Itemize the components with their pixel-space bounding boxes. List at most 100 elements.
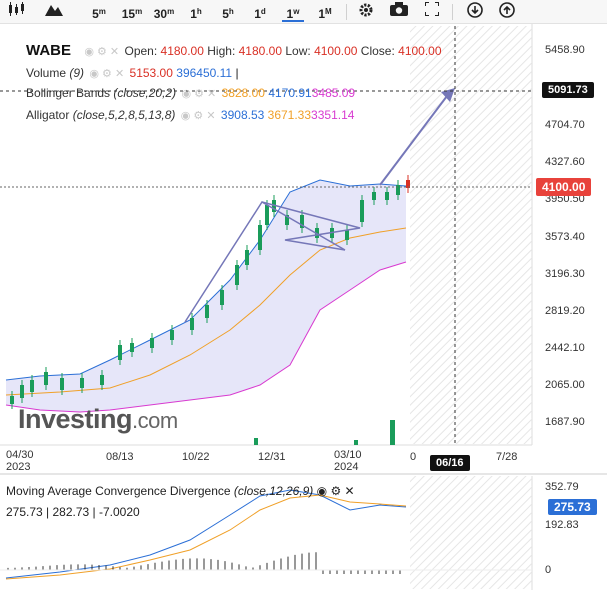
- camera-icon[interactable]: [388, 2, 410, 22]
- eye-icon[interactable]: ◉ ⚙ ✕: [316, 484, 355, 498]
- pattern-line: [261, 201, 361, 251]
- price-tick: 2065.00: [545, 379, 585, 391]
- date-tick: 0: [410, 451, 417, 463]
- candle-body: [190, 318, 194, 330]
- price-tick: 1687.90: [545, 416, 585, 428]
- candle-body: [345, 230, 349, 240]
- future-hatch-area: [410, 26, 532, 444]
- candle-body: [406, 180, 410, 188]
- price-tick: 3196.30: [545, 268, 585, 280]
- alligator-legend: Alligator (close,5,2,8,5,13,8) ◉ ⚙ ✕ 390…: [26, 108, 355, 122]
- bollinger-fill: [6, 180, 406, 412]
- macd-tick: 192.83: [545, 519, 579, 531]
- candle-body: [130, 343, 134, 352]
- volume-ma-value: 396450.11: [176, 66, 233, 80]
- eye-icon[interactable]: ◉ ⚙ ✕: [89, 68, 125, 80]
- interval-1d[interactable]: 1d: [254, 7, 266, 21]
- bollinger-legend: Bollinger Bands (close,20,2) ◉ ⚙ ✕ 3828.…: [26, 86, 356, 100]
- interval-1h[interactable]: 1h: [190, 7, 202, 21]
- candle-body: [372, 192, 376, 200]
- gear-icon[interactable]: [356, 2, 376, 22]
- candle-body: [272, 200, 276, 212]
- candle-body: [396, 185, 400, 195]
- candle-body: [385, 192, 389, 200]
- volume-bar: [254, 438, 258, 445]
- volume-value: 5153.00: [129, 66, 173, 80]
- interval-1M[interactable]: 1M: [318, 7, 332, 21]
- date-tick: 04/30 2023: [6, 449, 34, 473]
- candle-body: [170, 330, 174, 340]
- date-tick: 7/28: [496, 451, 518, 463]
- price-tick: 2819.20: [545, 305, 585, 317]
- open-value: 4180.00: [160, 44, 204, 58]
- bollinger-lower-line: [5, 261, 407, 413]
- future-hatch-area-macd: [410, 476, 532, 589]
- date-tick: 12/31: [258, 451, 286, 463]
- price-tick: 4704.70: [545, 119, 585, 131]
- crosshair-date-tag: 06/16: [430, 455, 470, 471]
- candle-body: [118, 345, 122, 360]
- low-value: 4100.00: [314, 44, 358, 58]
- candle-body: [44, 372, 48, 385]
- eye-icon[interactable]: ◉ ⚙ ✕: [84, 46, 120, 58]
- mountain-icon[interactable]: [44, 2, 64, 22]
- volume-legend: Volume (9) ◉ ⚙ ✕ 5153.00 396450.11 |: [26, 66, 239, 80]
- cloud-download-icon[interactable]: [464, 2, 486, 22]
- macd-line: [5, 489, 407, 579]
- macd-tick: 352.79: [545, 481, 579, 493]
- main-chart[interactable]: [0, 24, 607, 590]
- candle-body: [220, 290, 224, 305]
- date-tick: 10/22: [182, 451, 210, 463]
- candle-body: [360, 200, 364, 222]
- interval-5h[interactable]: 5h: [222, 7, 234, 21]
- candle-body: [245, 250, 249, 265]
- candle-body: [10, 396, 14, 404]
- candle-body: [80, 378, 84, 388]
- projection-arrow: [379, 91, 451, 186]
- investing-watermark: Investing.com: [18, 404, 178, 434]
- chart-area[interactable]: [0, 24, 607, 590]
- candles-icon[interactable]: [6, 2, 26, 22]
- fullscreen-icon[interactable]: [422, 1, 442, 22]
- eye-icon[interactable]: ◉ ⚙ ✕: [181, 88, 217, 100]
- chart-toolbar: 5m 15m 30m 1h 5h 1d 1w 1M: [0, 0, 607, 24]
- price-tick: 5458.90: [545, 44, 585, 56]
- interval-1w[interactable]: 1w: [282, 2, 304, 22]
- high-value: 4180.00: [238, 44, 283, 58]
- cloud-upload-icon[interactable]: [496, 2, 518, 22]
- macd-value-tag: 275.73: [548, 499, 597, 515]
- toolbar-divider: [346, 4, 347, 20]
- price-tick: 3573.40: [545, 231, 585, 243]
- macd-legend: Moving Average Convergence Divergence (c…: [6, 484, 355, 498]
- candle-body: [235, 265, 239, 285]
- candle-body: [258, 225, 262, 250]
- candle-body: [205, 305, 209, 318]
- interval-5m[interactable]: 5m: [92, 7, 106, 21]
- price-tick: 2442.10: [545, 342, 585, 354]
- last-price-tag: 4100.00: [536, 178, 592, 196]
- eye-icon[interactable]: ◉ ⚙ ✕: [180, 110, 216, 122]
- candle-body: [285, 215, 289, 225]
- macd-values: 275.73 | 282.73 | -7.0020: [6, 505, 140, 519]
- symbol-name: WABE: [26, 42, 71, 59]
- toolbar-divider: [452, 4, 453, 20]
- candle-body: [300, 215, 304, 228]
- candle-body: [150, 338, 154, 348]
- ohlc-legend: WABE ◉ ⚙ ✕ Open: 4180.00 High: 4180.00 L…: [26, 42, 442, 59]
- interval-15m[interactable]: 15m: [121, 7, 143, 21]
- macd-tick: 0: [545, 564, 552, 576]
- candle-body: [265, 205, 269, 225]
- bollinger-upper-line: [5, 179, 407, 381]
- date-tick: 03/10 2024: [334, 449, 362, 473]
- candle-body: [100, 375, 104, 385]
- crosshair-price-tag: 5091.73: [542, 82, 594, 98]
- interval-30m[interactable]: 30m: [153, 7, 175, 21]
- candle-body: [30, 380, 34, 392]
- volume-bar: [354, 440, 358, 445]
- volume-bar: [390, 420, 395, 445]
- price-tick: 4327.60: [545, 156, 585, 168]
- close-value: 4100.00: [398, 44, 442, 58]
- price-tick: 3950.50: [545, 193, 585, 205]
- date-tick: 08/13: [106, 451, 134, 463]
- candle-body: [60, 378, 64, 390]
